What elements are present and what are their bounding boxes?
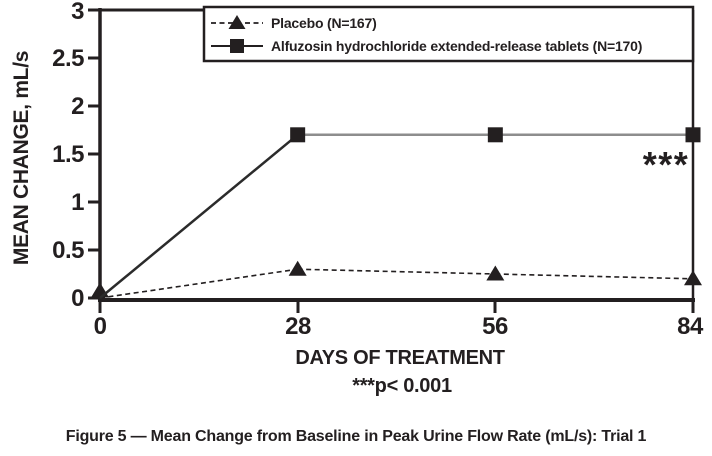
series-line-segment (297, 268, 496, 275)
y-tick-label: 3 (71, 0, 84, 25)
triangle-marker (91, 282, 109, 298)
square-marker-icon (230, 39, 244, 53)
y-tick-label: 0 (71, 285, 84, 312)
figure-caption: Figure 5 — Mean Change from Baseline in … (65, 428, 647, 445)
series-line-segment (99, 133, 299, 299)
series-line-segment (99, 268, 298, 299)
y-tick-label: 1 (71, 189, 84, 216)
x-ticks (98, 300, 695, 313)
legend-label-placebo: Placebo (N=167) (271, 15, 377, 31)
y-ticks (88, 8, 100, 300)
y-tick-label: 0.5 (52, 237, 84, 264)
legend-box (202, 5, 695, 63)
legend: Placebo (N=167) Alfuzosin hydrochloride … (202, 5, 695, 63)
x-tick-label: 0 (94, 313, 107, 340)
y-tick-labels: 0 0.5 1 1.5 2 2.5 3 (52, 0, 85, 312)
x-axis-title: DAYS OF TREATMENT (295, 347, 504, 369)
legend-label-alfuzosin: Alfuzosin hydrochloride extended-release… (271, 38, 642, 54)
square-marker (290, 127, 306, 143)
significance-footnote: ***p< 0.001 (352, 375, 452, 397)
x-tick-label: 84 (677, 313, 704, 340)
x-tick-label: 28 (285, 313, 311, 340)
y-tick-label: 2.5 (52, 45, 84, 72)
triangle-marker (684, 270, 702, 286)
x-tick-labels: 0 28 56 84 (94, 313, 705, 340)
square-marker (685, 127, 701, 143)
square-marker (487, 127, 503, 143)
series-line-segment (495, 273, 694, 280)
significance-annotation: *** (643, 144, 690, 185)
x-tick-label: 56 (482, 313, 508, 340)
triangle-marker (288, 260, 307, 276)
series-layer (91, 127, 702, 299)
y-tick-label: 1.5 (52, 141, 84, 168)
y-axis-title: MEAN CHANGE, mL/s (10, 51, 33, 265)
y-tick-label: 2 (71, 93, 84, 120)
triangle-marker (486, 265, 505, 281)
triangle-marker-icon (228, 15, 246, 29)
chart-canvas: 0 0.5 1 1.5 2 2.5 3 0 28 56 84 MEAN CHAN… (10, 0, 705, 397)
